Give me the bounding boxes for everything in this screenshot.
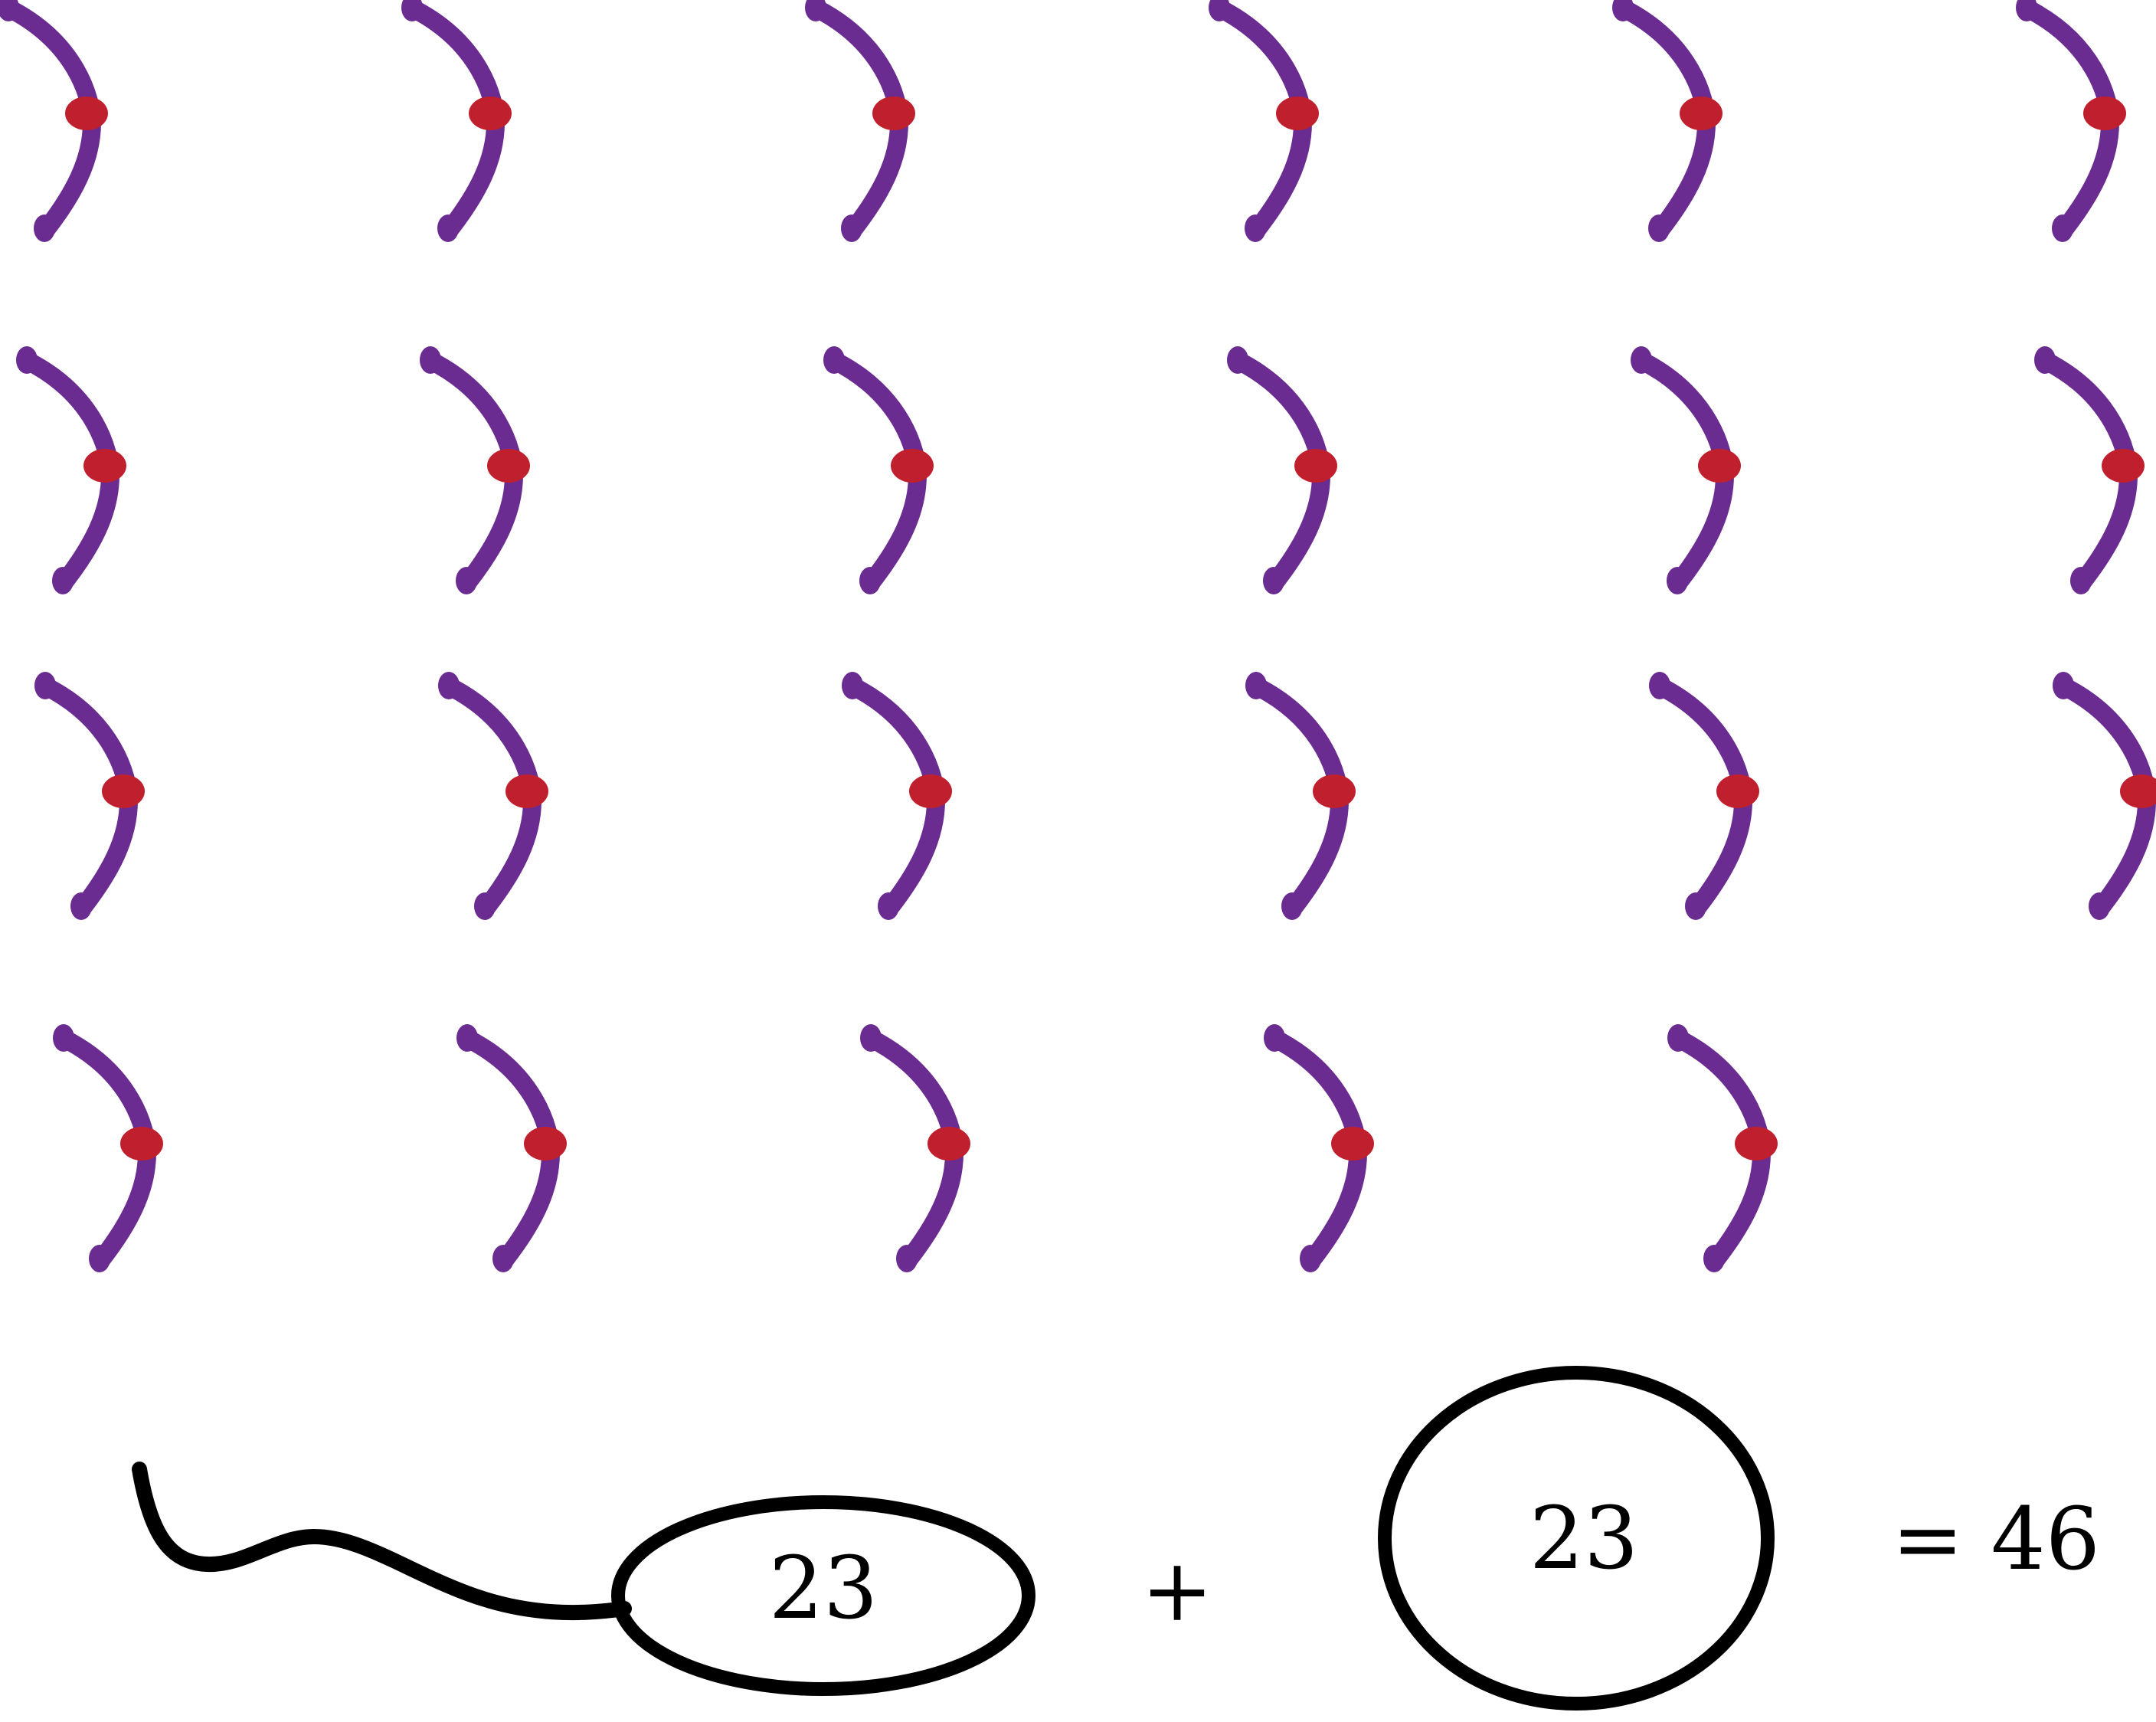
arc-item [53, 1024, 163, 1272]
arc-item [34, 672, 145, 920]
circle-group: 23 [1378, 1366, 1775, 1711]
arc-grid [0, 0, 2156, 1272]
arc-item [1245, 672, 1356, 920]
arc-item [842, 672, 952, 920]
arc-item [1264, 1024, 1374, 1272]
plus-sign: + [1141, 1541, 1213, 1641]
right-value: 23 [1529, 1489, 1639, 1589]
circle-ellipse [1378, 1366, 1775, 1711]
arc-item [1649, 672, 1759, 920]
arc-item [420, 346, 530, 594]
arc-item [860, 1024, 970, 1272]
arc-item [2034, 346, 2145, 594]
arc-item [823, 346, 934, 594]
arc-item [1667, 1024, 1778, 1272]
arc-item [1227, 346, 1337, 594]
arc-item [2016, 0, 2126, 242]
arc-item [401, 0, 512, 242]
balloon-ellipse [611, 1495, 1035, 1696]
arc-item [2053, 672, 2156, 920]
arc-item [1631, 346, 1741, 594]
arc-item [456, 1024, 567, 1272]
balloon-tail [132, 1462, 632, 1621]
left-value: 23 [769, 1539, 878, 1639]
result-text: = 46 [1892, 1490, 2100, 1589]
arc-item [1209, 0, 1319, 242]
arc-item [1612, 0, 1723, 242]
balloon-group: 23 [132, 1462, 1035, 1696]
arc-item [438, 672, 548, 920]
arc-item [16, 346, 126, 594]
arc-item [805, 0, 915, 242]
arc-item [0, 0, 108, 242]
